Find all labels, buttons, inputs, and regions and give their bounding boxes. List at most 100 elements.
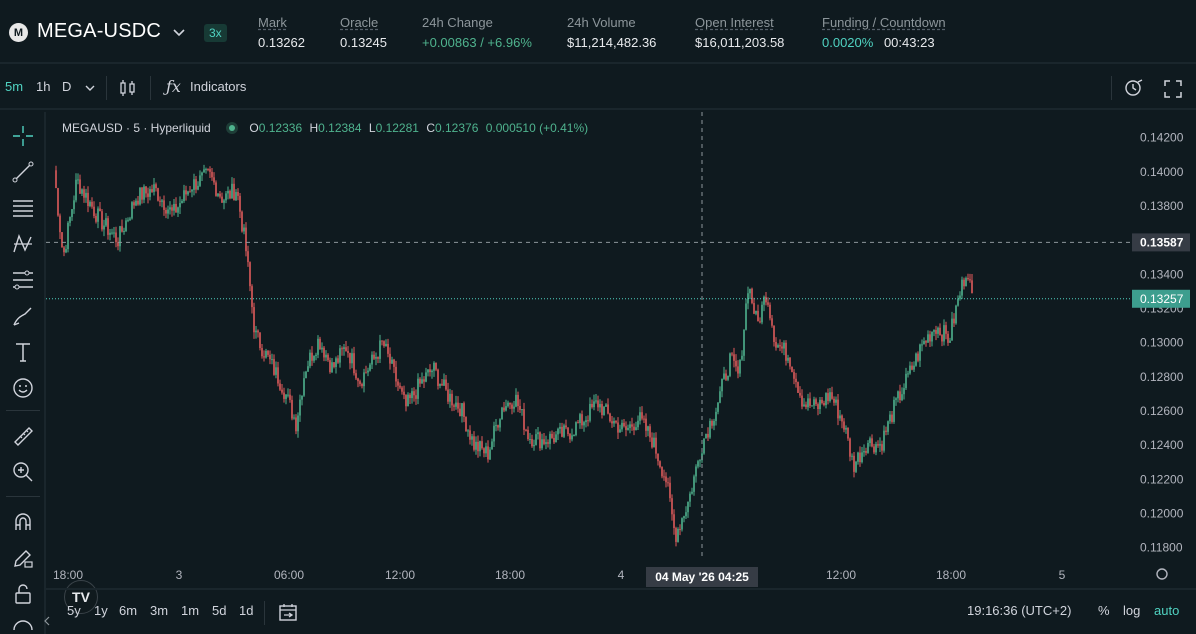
candle-body (851, 455, 853, 457)
replay-clock-icon[interactable] (1124, 78, 1144, 98)
candle-body (343, 347, 345, 349)
candle-body (679, 528, 681, 530)
candle-body (107, 218, 109, 235)
leverage-badge[interactable]: 3x (204, 24, 227, 42)
trend-line-icon[interactable] (11, 160, 35, 184)
candle-body (769, 304, 771, 319)
candle-body (179, 203, 181, 208)
candle-body (405, 395, 407, 407)
candle-body (751, 288, 753, 304)
chart-bottom-bar: 5y 1y 6m 3m 1m 5d 1d 19:16:36 (UTC+2) % … (46, 588, 1196, 634)
timezone-clock[interactable]: 19:16:36 (UTC+2) (967, 603, 1072, 618)
candle-body (503, 407, 505, 411)
status-dot-icon (226, 122, 239, 134)
candle-body (617, 422, 619, 433)
chevron-down-icon[interactable] (84, 83, 96, 93)
crosshair-icon[interactable] (11, 124, 35, 148)
y-axis-tick-label: 0.14000 (1140, 165, 1184, 179)
brush-icon[interactable] (11, 304, 35, 328)
candle-body (541, 439, 543, 449)
legend-title: MEGAUSD · 5 · Hyperliquid (62, 121, 211, 135)
candle-body (779, 345, 781, 347)
stat-label: Mark (258, 15, 287, 30)
candle-body (69, 217, 71, 223)
candle-body (363, 372, 365, 387)
candle-body (469, 430, 471, 440)
candle-body (895, 398, 897, 400)
candle-body (687, 501, 689, 513)
candle-body (333, 362, 335, 367)
candle-body (255, 330, 257, 333)
candle-body (675, 528, 677, 542)
candle-body (485, 446, 487, 454)
candle-body (901, 394, 903, 401)
candle-body (479, 441, 481, 452)
candle-body (473, 436, 475, 450)
interval-d-button[interactable]: D (62, 79, 72, 94)
range-1y-button[interactable]: 1y (94, 603, 108, 618)
candle-body (401, 387, 403, 392)
auto-scale-toggle[interactable]: auto (1154, 603, 1180, 618)
legend-c-label: C (426, 121, 435, 135)
tradingview-logo[interactable]: TV (64, 580, 98, 614)
x-axis-tick-label: 12:00 (385, 568, 415, 582)
lock-icon[interactable] (11, 582, 35, 606)
interval-1h-button[interactable]: 1h (36, 79, 51, 94)
candle-body (899, 391, 901, 401)
candle-body (723, 373, 725, 379)
candle-body (821, 399, 823, 404)
candle-body (281, 389, 283, 393)
pattern-icon[interactable] (11, 232, 35, 256)
candle-body (967, 278, 969, 280)
date-range-icon[interactable] (278, 602, 298, 622)
chevron-down-icon[interactable] (172, 25, 186, 39)
candle-body (149, 189, 151, 197)
candle-body (737, 366, 739, 374)
fullscreen-icon[interactable] (1163, 79, 1183, 99)
percent-scale-toggle[interactable]: % (1098, 603, 1110, 618)
stat-label: 24h Volume (567, 15, 636, 30)
market-symbol[interactable]: MEGA-USDC (37, 20, 162, 42)
ruler-icon[interactable] (11, 424, 35, 448)
indicators-button[interactable]: Indicators (190, 79, 247, 94)
range-6m-button[interactable]: 6m (119, 603, 138, 618)
candlestick-chart[interactable]: 0.142000.140000.138000.136000.134000.132… (46, 112, 1196, 588)
candle-body (513, 406, 515, 409)
range-5y-button[interactable]: 5y (67, 603, 81, 618)
candle-type-icon[interactable] (118, 78, 138, 98)
candle-body (137, 200, 139, 205)
interval-5m-button[interactable]: 5m (5, 79, 24, 94)
candle-body (885, 430, 887, 432)
candle-body (581, 414, 583, 426)
candle-body (729, 353, 731, 376)
range-3m-button[interactable]: 3m (150, 603, 169, 618)
text-tool-icon[interactable] (11, 340, 35, 364)
magnet-icon[interactable] (11, 510, 35, 534)
fib-lines-icon[interactable] (11, 196, 35, 220)
stat-24h-change: 24h Change +0.00863 / +6.96% (422, 15, 532, 50)
candle-body (795, 378, 797, 383)
edit-lock-icon[interactable] (11, 546, 35, 570)
candle-body (907, 373, 909, 375)
range-1m-button[interactable]: 1m (181, 603, 200, 618)
settings-gear-icon[interactable] (1156, 568, 1168, 580)
candle-body (597, 400, 599, 408)
indicators-icon[interactable]: ƒx (166, 77, 181, 96)
candle-body (237, 192, 239, 196)
range-5d-button[interactable]: 5d (212, 603, 227, 618)
candle-body (99, 208, 101, 212)
visibility-icon[interactable] (11, 616, 35, 634)
candle-body (789, 357, 791, 367)
candle-body (603, 406, 605, 416)
range-1d-button[interactable]: 1d (239, 603, 254, 618)
projection-icon[interactable] (11, 268, 35, 292)
candle-body (413, 391, 415, 396)
zoom-in-icon[interactable] (11, 460, 35, 484)
log-scale-toggle[interactable]: log (1123, 603, 1141, 618)
emoji-icon[interactable] (11, 376, 35, 400)
candle-body (745, 303, 747, 330)
candle-body (443, 379, 445, 386)
chevron-left-icon[interactable] (44, 616, 50, 626)
candle-body (569, 433, 571, 440)
candle-body (389, 353, 391, 364)
